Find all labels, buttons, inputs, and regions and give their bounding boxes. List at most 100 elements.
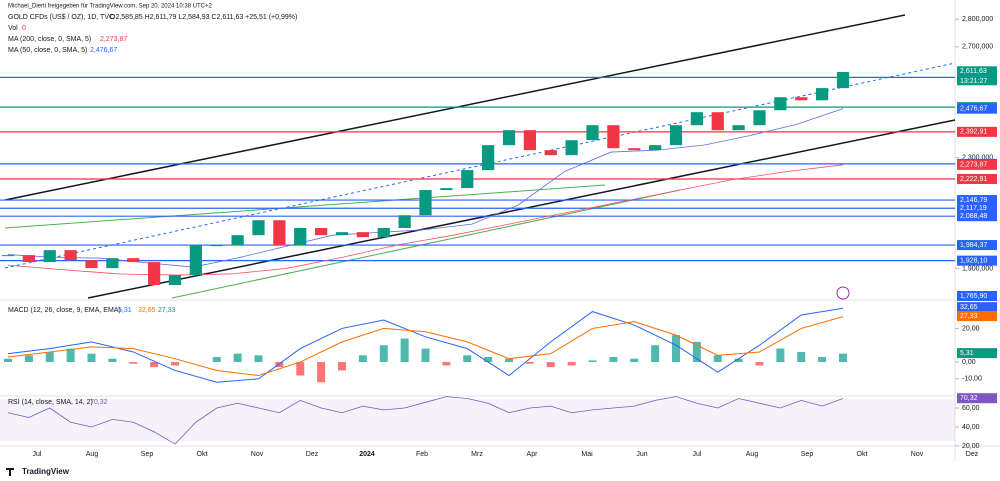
- candle: [273, 220, 286, 246]
- candle: [669, 125, 683, 146]
- candle: [231, 235, 244, 246]
- candle: [210, 245, 223, 247]
- macd-bar: [212, 357, 221, 363]
- trend-line: [87, 119, 956, 299]
- author: Michael_Dierti freigegeben für TradingVi…: [8, 4, 213, 10]
- macd-bar: [734, 358, 743, 363]
- candle: [22, 255, 35, 263]
- ohlc: O2,585,85 H2,611,79 L2,584,93 C2,611,63 …: [110, 14, 297, 21]
- candle: [356, 232, 369, 238]
- extra-label: 1,765,90: [960, 293, 987, 300]
- macd-bar: [672, 335, 680, 363]
- level-label-text: 2,088,48: [960, 213, 987, 220]
- candle: [398, 215, 411, 228]
- macd-bar: [108, 358, 117, 363]
- candle: [43, 250, 56, 263]
- level-label: [957, 255, 997, 266]
- candle: [711, 112, 724, 131]
- macd-bar: [839, 353, 847, 363]
- candle: [753, 110, 766, 126]
- symbol: GOLD CFDs (US$ / OZ), 1D, TVC: [8, 14, 114, 21]
- y-tick-label: 40,00: [962, 424, 980, 431]
- candle: [377, 227, 390, 238]
- macd-label-text: 5,31: [960, 350, 974, 357]
- ma200-value: 2,273,87: [100, 36, 127, 43]
- macd-bar: [797, 351, 806, 363]
- level-label: [957, 173, 997, 184]
- time-label: Dez: [306, 451, 319, 458]
- level-label-text: 2,117,19: [960, 205, 987, 212]
- time-label: Dez: [966, 451, 979, 458]
- level-label-text: 2,222,91: [960, 176, 987, 183]
- candle: [148, 262, 161, 286]
- ma200-line: [7, 164, 844, 276]
- macd-bar: [755, 362, 764, 366]
- extra-label-bg: [957, 291, 997, 301]
- candle: [836, 72, 850, 89]
- candle: [732, 125, 745, 131]
- time-label: Jul: [33, 451, 42, 458]
- trend-line: [4, 184, 606, 229]
- macd-bar: [588, 360, 597, 363]
- macd-bar: [24, 355, 33, 363]
- y-tick-label: -10,00: [962, 376, 982, 383]
- macd-bar: [358, 355, 367, 363]
- candle: [523, 130, 536, 151]
- candle: [85, 260, 98, 269]
- alert-icon[interactable]: [836, 286, 850, 300]
- time-label: Aug: [86, 451, 99, 458]
- candle: [774, 97, 787, 111]
- level-label: [957, 195, 997, 206]
- macd-bar: [317, 362, 326, 383]
- macd-bar: [525, 362, 534, 364]
- rsi-legend-value: 70,32: [90, 399, 108, 406]
- last-price: [957, 66, 997, 77]
- candle: [64, 250, 77, 261]
- candle: [335, 232, 349, 236]
- macd-bar: [630, 358, 639, 363]
- y-tick-label: 20,00: [962, 443, 980, 450]
- macd-bar: [713, 355, 722, 363]
- time-label: Mrz: [471, 451, 483, 458]
- macd-bar: [129, 362, 138, 364]
- candle: [502, 130, 516, 146]
- macd-line: [7, 307, 844, 383]
- time-label: Nov: [251, 451, 264, 458]
- y-tick-label: 2,700,000: [962, 44, 993, 51]
- macd-bar: [45, 351, 54, 363]
- vol-value: 0: [22, 25, 26, 32]
- candle: [168, 275, 182, 286]
- time-label: Sep: [801, 451, 814, 458]
- macd-bar: [254, 355, 263, 363]
- macd-bar: [567, 362, 576, 366]
- macd-bar: [546, 362, 555, 368]
- level-label: [957, 126, 997, 137]
- macd-bar: [171, 362, 179, 366]
- time-label: Mai: [581, 451, 593, 458]
- macd-bar: [338, 362, 346, 371]
- logo-icon: [6, 468, 14, 476]
- macd-bar: [421, 348, 430, 363]
- candle: [795, 97, 808, 101]
- ma50-line: [7, 108, 844, 268]
- last-price-text: 2,611,63: [960, 68, 987, 75]
- macd-label: [957, 302, 997, 313]
- y-tick-label: 20,00: [962, 325, 980, 332]
- macd-bar: [150, 362, 159, 368]
- macd-bar: [296, 362, 305, 376]
- level-label-text: 2,146,79: [960, 197, 987, 204]
- macd-legend: MACD (12, 26, close, 9, EMA, EMA): [8, 307, 121, 314]
- candle: [816, 88, 829, 101]
- candle: [628, 148, 641, 151]
- macd-bar: [463, 355, 472, 363]
- macd-bar: [505, 358, 513, 363]
- rsi-band: [0, 399, 955, 441]
- candle: [315, 227, 328, 236]
- level-label-text: 1,928,10: [960, 257, 987, 264]
- time-label: Aug: [746, 451, 759, 458]
- candle: [544, 150, 557, 156]
- candle: [1, 255, 15, 257]
- macd-label: [957, 311, 997, 322]
